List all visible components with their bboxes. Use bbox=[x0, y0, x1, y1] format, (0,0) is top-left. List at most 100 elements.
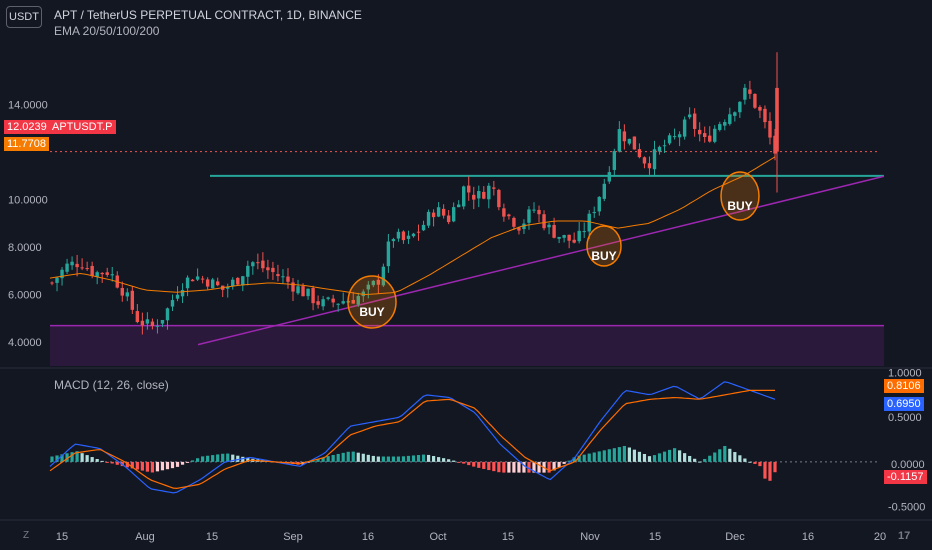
ema-legend[interactable]: EMA 20/50/100/200 bbox=[54, 24, 160, 38]
candle-body bbox=[190, 279, 195, 282]
candle bbox=[532, 202, 536, 214]
candle-body bbox=[165, 308, 170, 321]
histogram-bar bbox=[738, 455, 742, 462]
signal-line bbox=[49, 389, 775, 490]
candle bbox=[331, 294, 335, 308]
candle-body bbox=[547, 224, 551, 228]
candle bbox=[462, 185, 466, 210]
candle-body bbox=[241, 276, 245, 286]
candle-body bbox=[532, 209, 536, 211]
candle bbox=[562, 234, 566, 243]
trend-line bbox=[197, 175, 885, 346]
candle bbox=[472, 186, 476, 210]
candle-body bbox=[326, 297, 330, 299]
buy-circle bbox=[720, 171, 760, 221]
histogram-bar bbox=[552, 461, 556, 471]
candle-body bbox=[592, 212, 596, 214]
candle-body bbox=[231, 279, 235, 287]
candle-body bbox=[451, 207, 456, 222]
candle-body bbox=[366, 284, 371, 290]
candle bbox=[195, 268, 200, 282]
currency-button[interactable]: USDT bbox=[6, 6, 42, 28]
histogram-bar bbox=[336, 453, 340, 462]
candle-body bbox=[682, 119, 687, 137]
candle bbox=[155, 319, 160, 334]
histogram-bar bbox=[507, 461, 511, 473]
histogram-bar bbox=[165, 461, 170, 470]
candle-body bbox=[60, 269, 64, 279]
histogram-bar bbox=[713, 452, 717, 462]
candle-body bbox=[205, 279, 210, 287]
candle-body bbox=[271, 267, 275, 273]
candle bbox=[582, 222, 586, 238]
candles bbox=[50, 52, 779, 335]
histogram-bar bbox=[683, 453, 687, 462]
candle-body bbox=[441, 208, 446, 216]
candle-body bbox=[70, 261, 74, 266]
candle-body bbox=[301, 286, 305, 297]
candle bbox=[361, 289, 365, 303]
buy-annotation: BUY bbox=[347, 275, 397, 329]
histogram-bar bbox=[110, 461, 114, 464]
candle bbox=[130, 286, 135, 315]
candle bbox=[612, 148, 617, 177]
histogram-bar bbox=[572, 457, 576, 462]
macd-tick: 1.0000 bbox=[888, 367, 922, 379]
histogram-bar bbox=[562, 461, 566, 464]
histogram-bar bbox=[105, 461, 109, 463]
candle-body bbox=[577, 230, 581, 242]
candle bbox=[763, 105, 767, 129]
time-tick: 20 bbox=[874, 531, 886, 543]
candle bbox=[55, 276, 59, 292]
candle-body bbox=[622, 131, 627, 142]
histogram-bar bbox=[150, 461, 155, 473]
candle-body bbox=[336, 303, 340, 305]
price-tick: 6.0000 bbox=[8, 290, 42, 302]
ema-tag: 11.7708 bbox=[4, 137, 49, 151]
histogram-bar bbox=[361, 453, 365, 462]
histogram-bar bbox=[693, 458, 697, 462]
candle-body bbox=[753, 93, 757, 108]
buy-circle bbox=[347, 275, 397, 329]
candle-body bbox=[582, 231, 586, 233]
candle-body bbox=[477, 191, 481, 199]
candle bbox=[336, 303, 340, 312]
macd-legend[interactable]: MACD (12, 26, close) bbox=[54, 378, 169, 392]
histogram-bar bbox=[627, 447, 631, 462]
candle-body bbox=[607, 172, 612, 182]
candle-body bbox=[431, 212, 436, 218]
candle bbox=[145, 312, 150, 330]
candle bbox=[160, 319, 165, 328]
histogram-bar bbox=[612, 448, 616, 462]
buy-annotation: BUY bbox=[720, 171, 760, 221]
candle bbox=[416, 224, 421, 241]
candle-body bbox=[502, 208, 506, 217]
histogram-bar bbox=[421, 454, 426, 462]
candle-body bbox=[708, 135, 712, 142]
candle bbox=[602, 178, 606, 202]
histogram-bar bbox=[50, 456, 54, 462]
histogram-bar bbox=[502, 461, 506, 473]
candle bbox=[135, 304, 140, 324]
histogram-bar bbox=[170, 461, 175, 469]
histogram-bar bbox=[386, 456, 390, 462]
candle-body bbox=[291, 282, 295, 292]
time-tick: Sep bbox=[283, 531, 303, 543]
candle-body bbox=[125, 292, 130, 297]
histogram-bar bbox=[55, 455, 59, 462]
histogram-bar bbox=[401, 456, 406, 462]
histogram-bar bbox=[376, 456, 380, 462]
candle bbox=[703, 126, 707, 143]
candle-body bbox=[768, 120, 772, 138]
candle bbox=[256, 253, 260, 270]
timezone-icon[interactable]: Z bbox=[23, 530, 30, 541]
symbol-title[interactable]: APT / TetherUS PERPETUAL CONTRACT, 1D, B… bbox=[54, 8, 362, 22]
candle bbox=[687, 107, 692, 120]
candle-body bbox=[135, 311, 140, 323]
histogram-tag: -0.1157 bbox=[884, 470, 927, 484]
candle-body bbox=[527, 209, 531, 223]
candle-body bbox=[657, 146, 662, 152]
candle bbox=[311, 285, 315, 311]
candle bbox=[371, 280, 376, 288]
